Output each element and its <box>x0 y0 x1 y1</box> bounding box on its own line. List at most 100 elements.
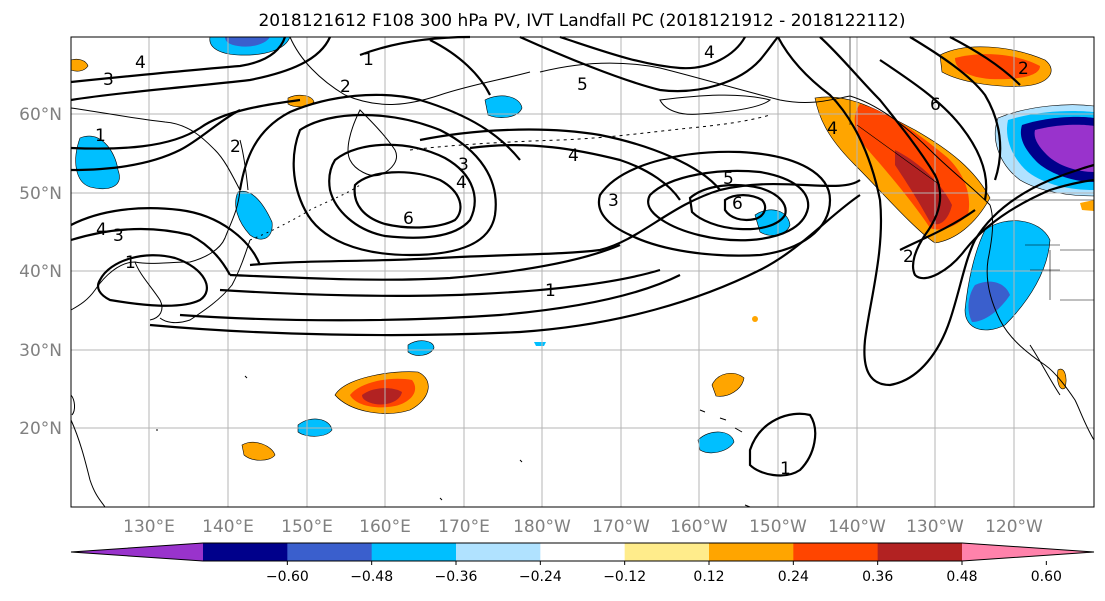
colorbar-tick-label: −0.60 <box>266 569 309 585</box>
coast-kuril-islands <box>249 184 361 241</box>
coast-canadian-border <box>849 37 1094 301</box>
anomaly-negative-aleutian-low <box>754 209 791 236</box>
lon-label-160w: 160°W <box>670 517 728 537</box>
contour-label: 4 <box>96 220 107 240</box>
colorbar-swatch <box>203 543 288 561</box>
anomaly-negative-hawaii <box>697 431 735 454</box>
colorbar-tick-label: −0.12 <box>603 569 646 585</box>
contour-label: 5 <box>577 75 588 95</box>
coast-north-america <box>986 204 1095 441</box>
contour-west-low-mid <box>328 143 476 239</box>
contour-label: 6 <box>403 209 414 229</box>
anomaly-positive-edge-small <box>70 58 89 72</box>
colorbar-tick-label: −0.36 <box>435 569 478 585</box>
contour-west-tongue-outer <box>70 207 262 266</box>
anomaly-positive-dot <box>752 316 758 322</box>
contour-west-low-inner <box>353 171 462 229</box>
anomaly-core-subtropical-west <box>362 388 402 405</box>
coast-kamchatka <box>347 109 397 177</box>
coast-aleutians <box>409 114 771 151</box>
contour-east-low-core <box>723 194 767 222</box>
contour-kamchatka-ridge <box>238 93 521 191</box>
lon-label-160e: 160°E <box>359 517 411 537</box>
contour-label: 4 <box>456 173 467 193</box>
contour-label: 3 <box>103 70 114 90</box>
anomaly-purple-pacific-northwest <box>1034 124 1094 172</box>
contour-east-low-inner <box>688 183 787 231</box>
contour-ridge-outer <box>777 36 1095 387</box>
colorbar-tick-label: 0.36 <box>862 569 893 585</box>
coast-sakhalin <box>239 139 249 191</box>
map-panel: 4 3 1 2 4 1 3 2 1 4 3 6 4 5 5 3 4 6 2 1 … <box>70 35 1095 508</box>
contour-label: 4 <box>568 146 579 166</box>
anomaly-positive-central-small <box>711 372 745 397</box>
contour-west-outer <box>70 36 332 102</box>
contour-korea-loop <box>96 254 208 307</box>
contour-label: 4 <box>827 119 838 139</box>
contour-jet-south-2 <box>179 274 681 322</box>
anomaly-positive-west-small <box>241 442 276 461</box>
colorbar-swatch <box>709 543 794 561</box>
contour-east-low-mid <box>646 169 810 242</box>
contour-southeast-1 <box>899 209 976 251</box>
colorbar-swatch <box>540 543 626 561</box>
lat-label-20n: 20°N <box>19 419 62 439</box>
contour-ridge-5 <box>949 36 1021 86</box>
coast-pacific-islands <box>156 375 751 508</box>
contour-label: 1 <box>545 281 556 301</box>
contour-trough <box>419 128 721 191</box>
anomaly-core-gulf-of-alaska <box>895 150 952 225</box>
lon-label-140e: 140°E <box>202 517 254 537</box>
contour-label: 2 <box>230 137 241 157</box>
contour-label: 5 <box>723 169 734 189</box>
colorbar-swatch <box>371 543 457 561</box>
contour-jet-north-2 <box>229 243 621 281</box>
contour-label: 1 <box>363 50 374 70</box>
coast-western-states <box>1025 244 1060 271</box>
pv-contours <box>70 35 1095 477</box>
contour-ridge-4 <box>909 36 1002 181</box>
lon-label-150w: 150°W <box>749 517 807 537</box>
coast-taiwan <box>70 394 75 416</box>
colorbar: −0.60 −0.48 −0.36 −0.24 −0.12 0.12 0.24 0.36 0.4… <box>70 542 1095 585</box>
contour-labels: 4 3 1 2 4 1 3 2 1 4 3 6 4 5 5 3 4 6 2 1 … <box>95 43 1029 479</box>
lon-label-170w: 170°W <box>592 517 650 537</box>
contour-label: 1 <box>95 126 106 146</box>
lon-label-130w: 130°W <box>906 517 964 537</box>
contour-north-arc-4 <box>559 35 746 70</box>
contour-label: 6 <box>732 194 743 214</box>
contour-label: 2 <box>1018 59 1029 79</box>
colorbar-swatch <box>624 543 710 561</box>
colorbar-swatch <box>287 543 373 561</box>
contour-label: 3 <box>113 226 124 246</box>
coast-baja-california <box>1029 344 1061 396</box>
contour-west-inner <box>70 109 241 172</box>
contour-jet-north-1 <box>249 179 861 267</box>
lat-label-60n: 60°N <box>19 105 62 125</box>
longitude-axis: 130°E 140°E 150°E 160°E 170°E 180°W 170°… <box>123 517 1043 537</box>
coast-asia-mainland <box>70 107 241 311</box>
lon-label-180w: 180°W <box>513 517 571 537</box>
contour-west-lower <box>70 98 301 150</box>
lat-label-30n: 30°N <box>19 341 62 361</box>
anomaly-negative-dateline-speck <box>534 342 546 346</box>
contour-ridge-3 <box>879 59 988 201</box>
lat-label-50n: 50°N <box>19 184 62 204</box>
coast-alaska <box>539 62 991 206</box>
contour-north-arc-2 <box>429 39 491 96</box>
anomaly-negative-bering <box>484 95 523 118</box>
anomaly-blue-west-pacific-top <box>225 37 270 47</box>
lon-label-120w: 120°W <box>985 517 1043 537</box>
contour-label: 4 <box>704 43 715 63</box>
contour-west-tongue-inner <box>70 227 231 276</box>
contour-label: 3 <box>608 191 619 211</box>
colorbar-tick-label: 0.60 <box>1031 569 1062 585</box>
colorbar-extend-low <box>71 543 203 561</box>
lon-label-130e: 130°E <box>123 517 175 537</box>
anomaly-positive-east-edge-small <box>1080 200 1094 211</box>
contour-jet-south-3 <box>149 194 861 337</box>
coast-korea <box>134 261 163 321</box>
contour-label: 4 <box>135 53 146 73</box>
contour-west-upper <box>70 36 287 84</box>
map-title: 2018121612 F108 300 hPa PV, IVT Landfall… <box>258 11 905 31</box>
